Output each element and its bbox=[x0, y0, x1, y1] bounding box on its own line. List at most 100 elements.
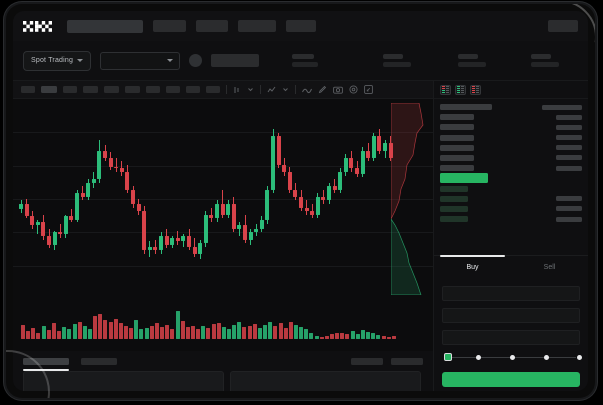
volume-bar bbox=[165, 325, 170, 339]
nav-item-3[interactable] bbox=[196, 20, 228, 32]
volume-bar bbox=[268, 321, 273, 339]
timeframe-3[interactable] bbox=[63, 86, 77, 93]
candlestick bbox=[226, 99, 231, 299]
candlestick bbox=[231, 99, 236, 299]
candlestick bbox=[192, 99, 197, 299]
slider-step-50[interactable] bbox=[510, 354, 515, 360]
orderbook-ask-rows bbox=[440, 113, 582, 172]
orderbook-both-icon[interactable] bbox=[440, 84, 451, 95]
nav-item-5[interactable] bbox=[286, 20, 316, 32]
nav-item-6[interactable] bbox=[548, 20, 578, 32]
camera-icon[interactable] bbox=[333, 85, 343, 94]
amount-input[interactable] bbox=[442, 308, 580, 323]
volume-bar bbox=[103, 320, 108, 339]
pencil-icon[interactable] bbox=[318, 85, 327, 94]
candlestick-chart[interactable] bbox=[13, 99, 433, 299]
volume-bar bbox=[139, 329, 144, 339]
volume-bar bbox=[221, 326, 226, 339]
candlestick bbox=[248, 99, 253, 299]
amount-slider[interactable] bbox=[444, 352, 582, 364]
timeframe-4[interactable] bbox=[83, 86, 98, 93]
volume-bar bbox=[170, 328, 175, 339]
candlestick bbox=[41, 99, 46, 299]
orderbook-bid-rows bbox=[440, 185, 582, 224]
fullscreen-icon[interactable] bbox=[364, 85, 373, 94]
trade-tab-sell[interactable]: Sell bbox=[511, 256, 588, 278]
orderbook-rows[interactable] bbox=[434, 99, 588, 251]
bottom-action-2[interactable] bbox=[391, 357, 423, 365]
trendline-icon[interactable] bbox=[302, 86, 312, 94]
volume-bar bbox=[227, 328, 231, 339]
orderbook-asks-icon[interactable] bbox=[470, 84, 481, 95]
bottom-card-left[interactable] bbox=[23, 371, 224, 391]
timeframe-5[interactable] bbox=[104, 86, 119, 93]
place-buy-order-button[interactable] bbox=[442, 372, 580, 387]
candlestick bbox=[259, 99, 264, 299]
chart-gridline bbox=[13, 132, 433, 133]
orderbook-ask-row[interactable] bbox=[440, 134, 582, 142]
timeframe-8[interactable] bbox=[166, 86, 180, 93]
bottom-action-1[interactable] bbox=[351, 357, 383, 365]
chevron-down-icon[interactable] bbox=[282, 86, 289, 93]
orderbook-bid-row[interactable] bbox=[440, 195, 582, 203]
settings-icon[interactable] bbox=[349, 85, 358, 94]
tab-open-orders[interactable] bbox=[23, 357, 69, 371]
tab-order-history[interactable] bbox=[81, 357, 117, 365]
okx-logo-icon[interactable] bbox=[23, 20, 53, 32]
timeframe-6[interactable] bbox=[125, 86, 140, 93]
total-input[interactable] bbox=[442, 330, 580, 345]
nav-item-2[interactable] bbox=[153, 20, 186, 32]
orders-tab-row bbox=[13, 351, 433, 371]
slider-step-25[interactable] bbox=[476, 354, 481, 360]
timeframe-9[interactable] bbox=[186, 86, 200, 93]
depth-chart-overlay bbox=[391, 103, 433, 295]
volume-bar bbox=[293, 325, 298, 339]
pair-badge bbox=[211, 54, 260, 67]
candlestick bbox=[97, 99, 102, 299]
timeframe-10[interactable] bbox=[206, 86, 220, 93]
slider-handle[interactable] bbox=[444, 353, 452, 361]
volume-bar bbox=[324, 336, 329, 339]
chart-type-icon[interactable] bbox=[233, 86, 241, 94]
chart-gridline bbox=[13, 232, 433, 233]
avatar[interactable] bbox=[189, 54, 203, 67]
orderbook-ask-row[interactable] bbox=[440, 154, 582, 162]
candlestick bbox=[30, 99, 35, 299]
slider-step-100[interactable] bbox=[577, 354, 582, 360]
timeframe-1[interactable] bbox=[21, 86, 35, 93]
volume-bar bbox=[242, 327, 247, 339]
volume-bar bbox=[247, 325, 252, 339]
volume-bar bbox=[67, 328, 72, 339]
sub-header-bar: Spot Trading bbox=[13, 41, 588, 81]
chevron-down-icon bbox=[77, 59, 84, 62]
candlestick bbox=[271, 99, 275, 299]
timeframe-2[interactable] bbox=[41, 86, 57, 93]
orderbook-bid-row[interactable] bbox=[440, 185, 582, 193]
orderbook-mark-price-row[interactable] bbox=[440, 173, 582, 184]
candlestick bbox=[198, 99, 203, 299]
trading-pair-select[interactable] bbox=[100, 51, 181, 70]
orderbook-ask-row[interactable] bbox=[440, 123, 582, 131]
bottom-card-right[interactable] bbox=[230, 371, 421, 391]
volume-bar bbox=[206, 327, 211, 339]
timeframe-7[interactable] bbox=[146, 86, 160, 93]
nav-item-search[interactable] bbox=[67, 19, 143, 33]
stat-high-24h bbox=[458, 54, 487, 67]
price-input[interactable] bbox=[442, 286, 580, 301]
volume-bar bbox=[124, 326, 128, 339]
volume-bar bbox=[386, 336, 391, 339]
indicators-icon[interactable] bbox=[267, 86, 276, 94]
orderbook-bid-row[interactable] bbox=[440, 215, 582, 223]
spot-trading-mode-button[interactable]: Spot Trading bbox=[23, 50, 92, 71]
nav-item-4[interactable] bbox=[238, 20, 276, 32]
volume-bar bbox=[190, 325, 195, 339]
volume-bar bbox=[391, 335, 396, 339]
orderbook-ask-row[interactable] bbox=[440, 144, 582, 152]
slider-step-75[interactable] bbox=[544, 354, 549, 360]
orderbook-bid-row[interactable] bbox=[440, 205, 582, 213]
chevron-down-icon[interactable] bbox=[247, 86, 254, 93]
orderbook-bids-icon[interactable] bbox=[455, 84, 466, 95]
trade-tab-buy[interactable]: Buy bbox=[434, 255, 511, 278]
orderbook-ask-row[interactable] bbox=[440, 113, 582, 121]
orderbook-ask-row[interactable] bbox=[440, 164, 582, 172]
